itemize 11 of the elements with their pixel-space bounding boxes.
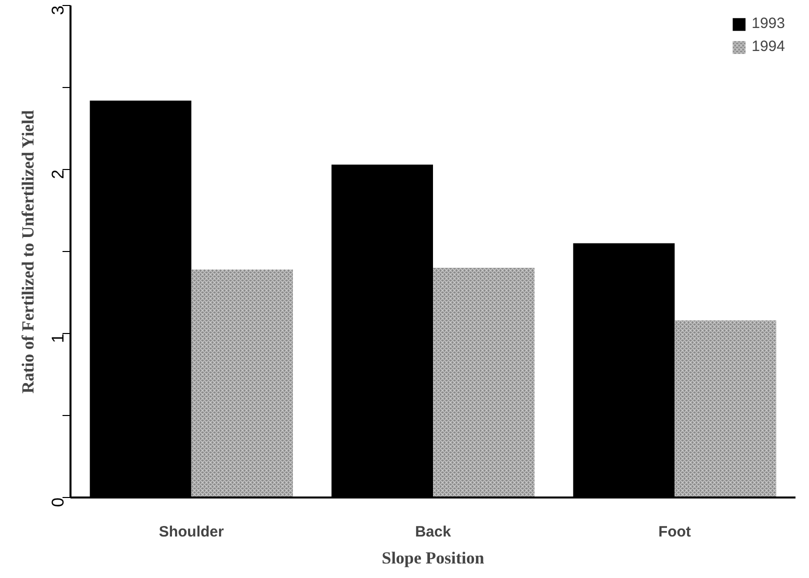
x-axis-title: Slope Position [382, 548, 485, 568]
y-tick-label: 3 [48, 5, 68, 15]
x-tick-label: Back [415, 524, 452, 540]
y-tick-label: 0 [48, 497, 68, 507]
x-tick-label: Foot [658, 524, 691, 540]
y-tick-label: 1 [48, 333, 68, 343]
legend-label: 1994 [752, 38, 785, 55]
x-tick-label: Shoulder [158, 524, 224, 540]
y-tick-label: 2 [48, 169, 68, 179]
y-axis-title: Ratio of Fertilized to Unfertilized Yield [18, 110, 38, 394]
legend-label: 1993 [752, 15, 785, 32]
